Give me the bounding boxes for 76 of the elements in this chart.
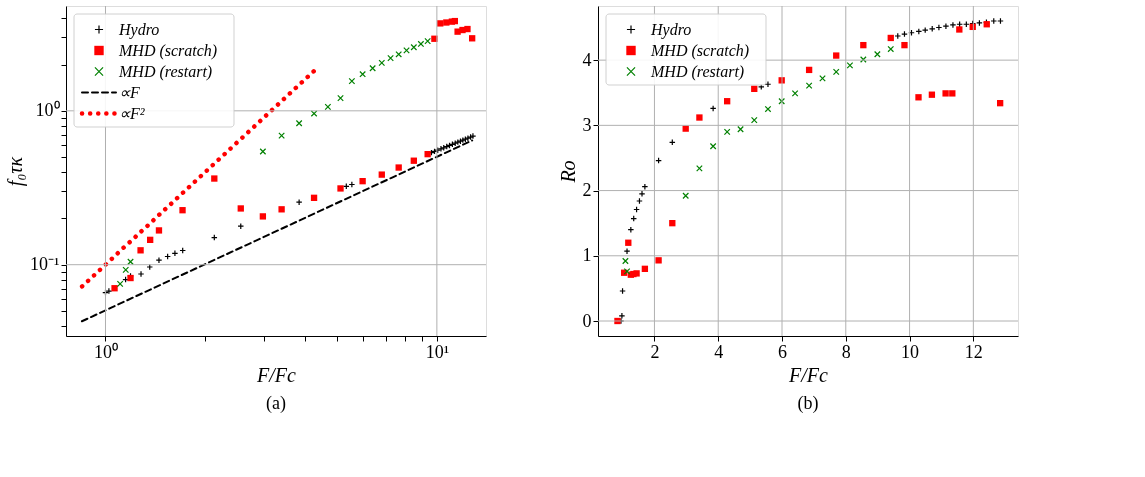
- legend-label: ∝F²: [119, 104, 146, 122]
- point: [750, 116, 758, 124]
- point: [625, 239, 632, 246]
- point: [724, 98, 731, 105]
- x-tick-label: 10: [901, 341, 920, 362]
- point: [641, 265, 649, 272]
- point: [619, 287, 626, 295]
- y-tick-label: 10⁻¹: [30, 254, 60, 275]
- x-tick-label: 10¹: [425, 341, 450, 362]
- legend-label: Hydro: [118, 20, 160, 39]
- point: [641, 183, 649, 190]
- text: (a): [266, 393, 286, 414]
- point: [942, 22, 950, 30]
- legend-label: ∝F: [119, 83, 140, 101]
- point: [791, 90, 799, 97]
- point: [894, 32, 902, 40]
- point: [669, 220, 676, 227]
- x-tick-label: 10⁰: [93, 341, 118, 362]
- x-tick-label: 6: [778, 341, 788, 362]
- legend-label: Hydro: [650, 20, 692, 39]
- point: [751, 85, 758, 92]
- point: [997, 17, 1004, 25]
- point: [915, 94, 922, 101]
- point: [805, 66, 813, 74]
- legend-label: MHD (restart): [650, 62, 745, 81]
- point: [956, 26, 963, 33]
- point: [928, 91, 936, 98]
- point: [638, 190, 646, 198]
- y-tick-label: 0: [582, 310, 592, 331]
- point: [942, 90, 949, 97]
- y-tick-label: 2: [582, 180, 592, 201]
- x-tick-label: 4: [714, 341, 724, 362]
- point: [655, 257, 662, 264]
- point: [618, 312, 626, 320]
- x-tick-label: 2: [650, 341, 660, 362]
- x-tick-label: 8: [841, 341, 851, 362]
- point: [901, 30, 908, 38]
- point: [757, 83, 765, 91]
- x-axis-title: F/Fc: [788, 363, 829, 386]
- point: [832, 68, 840, 76]
- point: [990, 17, 998, 25]
- y-tick-label: 3: [582, 114, 592, 135]
- point: [709, 105, 717, 112]
- y-axis-title: Ro: [556, 160, 579, 184]
- point: [764, 80, 772, 88]
- point: [935, 24, 943, 31]
- point: [737, 125, 744, 133]
- x-tick-label: 12: [964, 341, 983, 362]
- point: [805, 82, 813, 89]
- point: [887, 34, 894, 42]
- point: [860, 41, 867, 49]
- point: [921, 26, 929, 34]
- point: [901, 41, 908, 49]
- point: [949, 90, 956, 97]
- point: [996, 100, 1004, 107]
- legend-label: MHD (restart): [118, 62, 213, 81]
- point: [623, 247, 631, 255]
- point: [819, 75, 826, 82]
- point: [846, 62, 854, 69]
- point: [682, 125, 689, 132]
- point: [976, 19, 983, 27]
- text: (b): [797, 393, 819, 414]
- point: [874, 50, 881, 58]
- legend-label: MHD (scratch): [118, 41, 218, 60]
- point: [636, 197, 643, 205]
- legend-label: MHD (scratch): [650, 41, 750, 60]
- point: [887, 45, 895, 53]
- point: [622, 257, 629, 265]
- point: [949, 21, 957, 29]
- point: [709, 142, 717, 150]
- x-axis-title: F/Fc: [256, 363, 297, 386]
- y-tick-label: 1: [582, 245, 592, 266]
- y-axis-title: f₀τκ: [4, 156, 28, 187]
- point: [696, 114, 703, 121]
- y-tick-label: 4: [582, 49, 592, 70]
- point: [833, 52, 840, 59]
